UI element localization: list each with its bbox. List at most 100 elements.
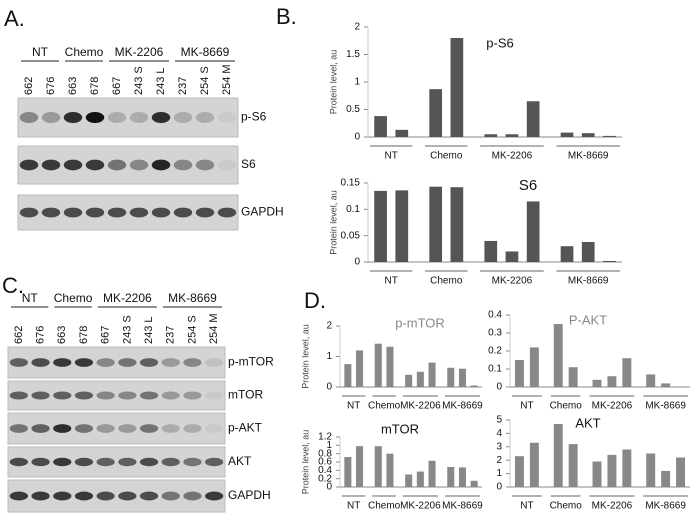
lane-label: 663 [56,326,68,344]
band [118,424,137,433]
lane-label: 254 M [221,64,233,95]
band [107,159,127,171]
lane-label: 662 [13,326,25,344]
bar [374,446,382,487]
x-group-label: MK-8669 [442,401,483,412]
lane-label: 254 S [199,66,211,95]
bar [529,442,539,487]
bar [428,362,436,387]
group-label: MK-8669 [181,45,230,59]
bar [429,89,443,137]
y-axis-label: Protein level, au [300,430,310,495]
x-group-label: MK-8669 [568,151,609,162]
band [31,457,50,467]
blot-label: p-S6 [241,110,267,124]
lane-label: 254 S [186,315,198,344]
x-group-label: NT [520,401,533,412]
y-tick-label: 4 [496,428,502,439]
band [41,159,61,171]
y-tick-label: 0.4 [488,310,502,321]
chart-title: AKT [575,415,600,430]
y-tick-label: 0 [354,257,360,268]
x-group-label: MK-2206 [592,501,633,512]
y-tick-label: 0.4 [318,465,332,476]
band [74,491,94,501]
y-axis-label: Protein level, au [328,50,338,115]
band [74,424,94,433]
y-tick-label: 1.5 [346,49,360,60]
band [129,159,149,171]
band [205,424,224,433]
y-tick-label: 3 [496,441,502,452]
bar [622,358,632,387]
bar [416,371,424,387]
y-tick-label: 1 [326,351,332,362]
x-group-label: NT [347,501,360,512]
bar [526,101,540,137]
band [195,207,215,218]
y-tick-label: 0.3 [488,328,502,339]
band [19,159,39,171]
y-axis-label: Protein level, au [328,190,338,255]
band [9,391,28,400]
bar [458,467,466,487]
band [53,391,72,400]
band [85,159,105,171]
chart-title: P-AKT [569,312,607,327]
panel-label: B. [276,4,297,29]
chart-title: S6 [519,177,537,194]
group-label: Chemo [65,45,104,59]
chart-title: p-S6 [486,35,513,50]
y-tick-label: 0 [326,482,332,493]
x-group-label: Chemo [550,401,583,412]
y-tick-label: 0.2 [318,473,332,484]
band [205,358,224,367]
y-tick-label: 2 [354,22,360,33]
band [96,457,115,467]
lane-label: 676 [45,77,57,95]
band [129,112,149,123]
lane-label: 678 [78,326,90,344]
x-group-label: MK-2206 [592,401,633,412]
x-group-label: MK-8669 [568,276,609,287]
band [19,207,39,218]
y-tick-label: 5 [496,415,502,426]
bar [646,453,656,487]
y-axis-label: Protein level, au [300,324,310,389]
band [195,112,215,123]
band [31,491,50,501]
band [85,207,105,218]
bar [395,190,409,262]
lane-label: 254 M [208,313,220,344]
band [205,391,224,400]
blot-label: p-mTOR [228,355,274,369]
band [151,159,171,171]
bar [607,376,617,387]
band [74,457,94,467]
band [205,491,224,501]
x-group-label: NT [385,151,398,162]
band [161,457,180,467]
x-group-label: MK-8669 [645,501,686,512]
x-group-label: Chemo [430,276,463,287]
bar [514,456,524,487]
bar [676,457,686,487]
panel-label: D. [304,288,326,313]
band [118,391,137,400]
band [41,112,61,123]
band [205,457,224,467]
bar [356,446,364,487]
lane-label: 237 [165,326,177,344]
bar [386,453,394,487]
band [31,358,50,367]
band [217,112,237,123]
band [217,159,237,171]
bar [450,187,464,262]
blot-label: S6 [241,157,256,171]
band [195,159,215,171]
band [74,358,94,367]
bar [416,471,424,487]
bar [429,186,443,262]
blot-label: GAPDH [228,488,271,502]
x-group-label: MK-2206 [492,151,533,162]
